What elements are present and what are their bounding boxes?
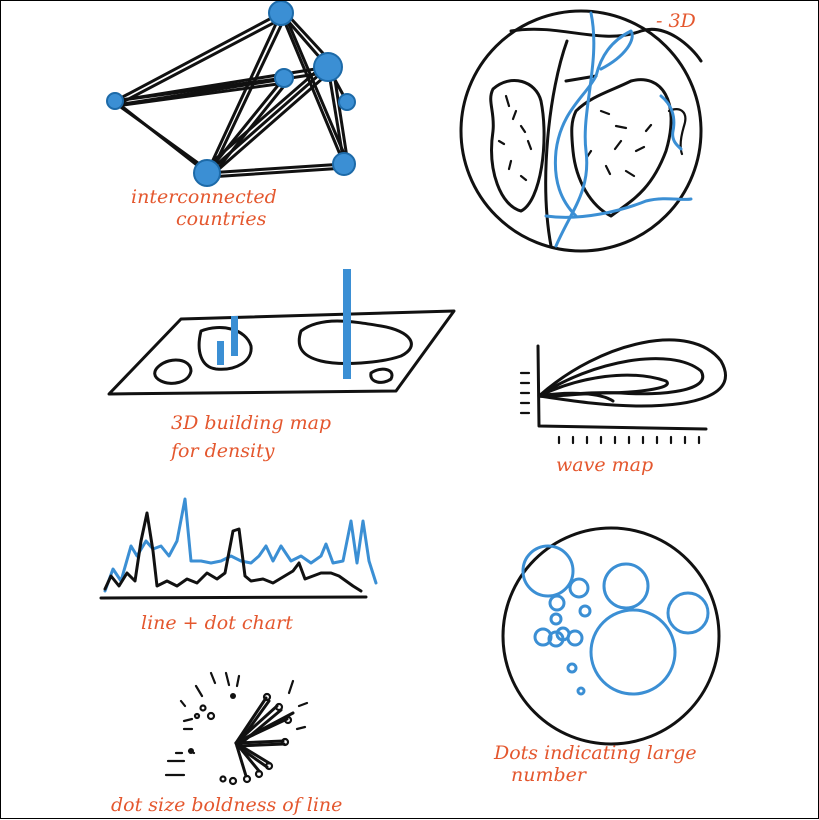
line-dot-chart-caption: line + dot chart bbox=[141, 612, 293, 634]
data-dot bbox=[578, 604, 592, 618]
data-dot bbox=[521, 544, 575, 598]
globe-3d-sketch: - 3D bbox=[459, 9, 703, 253]
network-diagram: interconnected countries bbox=[106, 1, 356, 230]
dot-size-caption: dot size boldness of line bbox=[111, 794, 342, 816]
network-caption-line-2: countries bbox=[176, 208, 267, 230]
density-bar bbox=[217, 341, 224, 365]
network-node bbox=[268, 1, 294, 26]
density-bar bbox=[343, 269, 351, 379]
data-dot bbox=[576, 686, 586, 696]
network-caption-line-1: interconnected bbox=[131, 186, 277, 208]
data-dot bbox=[589, 608, 677, 696]
building-map-caption-line-1: 3D building map bbox=[171, 412, 331, 434]
network-node bbox=[106, 92, 124, 110]
network-node bbox=[193, 159, 221, 187]
wave-map-sketch: wave map bbox=[519, 338, 727, 476]
dots-caption-line-2: number bbox=[511, 764, 588, 786]
network-node bbox=[332, 152, 356, 176]
data-dot bbox=[566, 629, 584, 647]
building-map-sketch: 3D building map for density bbox=[107, 269, 456, 462]
data-dot bbox=[549, 612, 563, 626]
data-dot bbox=[666, 591, 710, 635]
dots-caption-line-1: Dots indicating large bbox=[493, 742, 697, 764]
dots-circle-sketch: Dots indicating large number bbox=[493, 526, 721, 786]
network-node bbox=[274, 68, 294, 88]
density-bar bbox=[231, 316, 238, 356]
data-dot bbox=[548, 594, 566, 612]
network-node bbox=[338, 93, 356, 111]
dot-size-lines-sketch: dot size boldness of line bbox=[111, 671, 342, 816]
globe-caption: - 3D bbox=[656, 10, 696, 32]
wave-map-caption: wave map bbox=[556, 454, 653, 476]
data-dot bbox=[568, 577, 590, 599]
line-dot-chart-sketch: line + dot chart bbox=[99, 497, 378, 634]
network-node bbox=[313, 52, 343, 82]
data-dot bbox=[533, 627, 553, 647]
data-dot bbox=[566, 662, 578, 674]
building-map-caption-line-2: for density bbox=[169, 440, 275, 462]
data-dot bbox=[602, 562, 650, 610]
